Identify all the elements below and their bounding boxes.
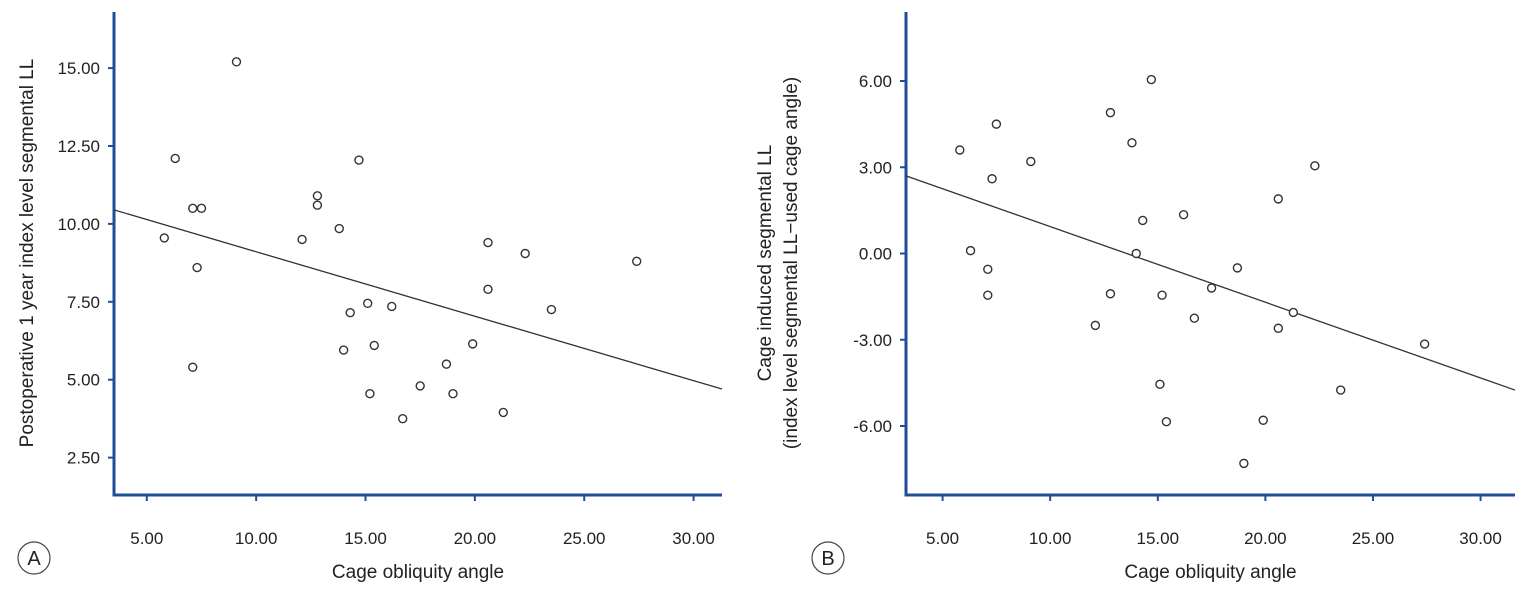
panel-letter: A bbox=[27, 548, 41, 570]
x-tick-label: 5.00 bbox=[130, 529, 163, 548]
x-axis-title: Cage obliquity angle bbox=[332, 562, 504, 583]
data-point bbox=[1310, 161, 1320, 171]
y-tick-label: -6.00 bbox=[853, 417, 892, 436]
data-point bbox=[354, 155, 364, 165]
x-tick-label: 10.00 bbox=[235, 529, 278, 548]
data-point bbox=[231, 57, 242, 67]
data-point bbox=[345, 308, 355, 318]
data-point bbox=[1273, 194, 1283, 204]
data-point bbox=[334, 223, 344, 234]
data-point bbox=[1026, 156, 1036, 167]
data-point bbox=[991, 119, 1002, 129]
y-tick-label: 15.00 bbox=[57, 59, 100, 78]
x-tick-label: 25.00 bbox=[1352, 529, 1395, 548]
data-point bbox=[1131, 248, 1141, 259]
data-point bbox=[387, 301, 397, 312]
y-axis-title: Postoperative 1 year index level segment… bbox=[17, 59, 38, 448]
x-tick-label: 15.00 bbox=[344, 529, 387, 548]
data-point bbox=[441, 359, 452, 369]
data-point bbox=[483, 284, 493, 295]
panel-a: 2.50 5.00 7.50 10.00 12.50 15.00 5.00 10.00 15.0… bbox=[17, 12, 723, 583]
y-tick-label: 5.00 bbox=[67, 371, 100, 390]
data-point bbox=[188, 362, 198, 372]
data-point bbox=[1239, 458, 1249, 469]
data-point bbox=[397, 413, 408, 424]
data-point bbox=[1178, 209, 1189, 220]
y-tick-label: 3.00 bbox=[859, 158, 892, 177]
data-point bbox=[1155, 379, 1165, 390]
trend-line bbox=[905, 175, 1516, 391]
data-point bbox=[170, 153, 180, 164]
data-point bbox=[546, 304, 557, 315]
data-point bbox=[1206, 283, 1217, 293]
data-point bbox=[365, 389, 375, 399]
data-point bbox=[1138, 215, 1148, 226]
data-point bbox=[1335, 385, 1346, 395]
data-point bbox=[632, 256, 642, 266]
data-point bbox=[1258, 415, 1268, 425]
data-point bbox=[159, 233, 170, 243]
panel-letter: B bbox=[821, 548, 834, 570]
y-tick-label: 0.00 bbox=[859, 245, 892, 264]
x-tick-label: 25.00 bbox=[563, 529, 606, 548]
x-tick-label: 20.00 bbox=[1244, 529, 1287, 548]
x-tick-label: 5.00 bbox=[926, 529, 959, 548]
y-tick-label: -3.00 bbox=[853, 331, 892, 350]
x-tick-label: 30.00 bbox=[672, 529, 715, 548]
data-point bbox=[1146, 74, 1157, 85]
data-point bbox=[1419, 339, 1430, 349]
data-point bbox=[467, 339, 478, 349]
data-point bbox=[188, 203, 198, 214]
data-point bbox=[1105, 107, 1116, 118]
data-point bbox=[983, 290, 993, 300]
data-point bbox=[483, 237, 493, 248]
data-point bbox=[965, 245, 976, 256]
data-point bbox=[415, 381, 425, 391]
data-point bbox=[192, 262, 202, 273]
data-point bbox=[312, 191, 323, 201]
x-axis-title: Cage obliquity angle bbox=[1124, 562, 1296, 583]
data-point bbox=[520, 248, 530, 259]
data-point bbox=[338, 345, 349, 355]
panel-letter-circle bbox=[811, 541, 845, 575]
y-tick-label: 12.50 bbox=[57, 137, 100, 156]
data-point bbox=[1189, 313, 1200, 323]
data-point bbox=[196, 203, 207, 214]
y-tick-label: 7.50 bbox=[67, 293, 100, 312]
data-point bbox=[498, 407, 508, 418]
panel-b: -6.00 -3.00 0.00 3.00 6.00 5.00 10.00 15.00 20.0… bbox=[755, 12, 1516, 583]
y-tick-label: 6.00 bbox=[859, 72, 892, 91]
data-point bbox=[1127, 138, 1137, 148]
data-point bbox=[987, 174, 997, 184]
data-point bbox=[1090, 320, 1101, 331]
data-point bbox=[1288, 307, 1299, 318]
data-point bbox=[312, 200, 323, 210]
data-point bbox=[983, 264, 993, 275]
y-axis-title: (index level segmental LL−used cage angl… bbox=[781, 77, 802, 449]
data-point bbox=[1161, 416, 1172, 427]
data-point bbox=[369, 340, 379, 351]
data-point bbox=[362, 298, 373, 309]
trend-line bbox=[113, 209, 723, 390]
y-tick-label: 10.00 bbox=[57, 215, 100, 234]
y-axis-title: Cage induced segmental LL bbox=[755, 145, 776, 382]
panel-letter-circle bbox=[17, 541, 51, 575]
data-point bbox=[1273, 323, 1283, 333]
data-point bbox=[1157, 290, 1167, 300]
data-point bbox=[1105, 289, 1116, 299]
x-tick-label: 30.00 bbox=[1459, 529, 1502, 548]
x-tick-label: 20.00 bbox=[454, 529, 497, 548]
data-point bbox=[1232, 263, 1243, 273]
y-tick-label: 2.50 bbox=[67, 449, 100, 468]
data-point bbox=[297, 234, 307, 245]
x-tick-label: 15.00 bbox=[1137, 529, 1180, 548]
x-tick-label: 10.00 bbox=[1029, 529, 1072, 548]
data-point bbox=[955, 145, 965, 155]
data-point bbox=[448, 389, 458, 399]
